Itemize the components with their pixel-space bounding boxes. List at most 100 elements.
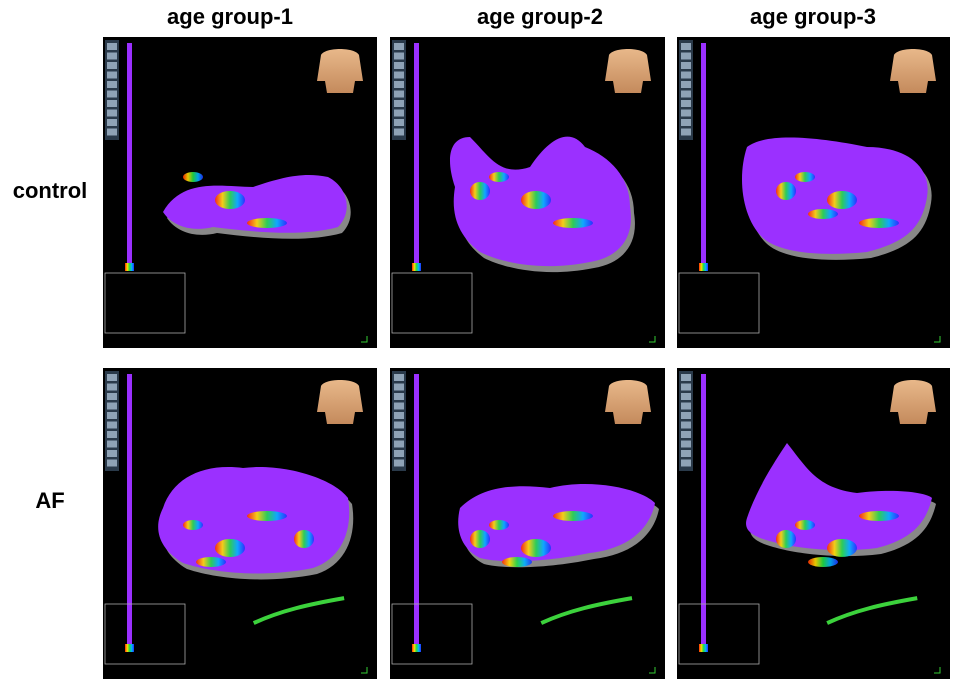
voltage-bar [127, 374, 132, 644]
tool-icon [394, 431, 404, 438]
tool-icon [681, 431, 691, 438]
tool-icon [107, 109, 117, 117]
tool-icon [681, 374, 691, 381]
low-voltage-patch [827, 539, 857, 557]
low-voltage-patch [502, 557, 532, 567]
torso-icon [890, 49, 936, 93]
low-voltage-patch [489, 520, 509, 530]
tool-icon [681, 440, 691, 448]
info-box [391, 272, 473, 334]
torso-icon [317, 380, 363, 424]
tool-icon [681, 100, 691, 107]
voltage-map [746, 443, 932, 551]
tool-icon [107, 383, 117, 391]
tool-icon [681, 81, 691, 88]
tool-icon [107, 431, 117, 438]
info-box [104, 603, 186, 665]
voltage-bar [701, 43, 706, 263]
row-header: control [13, 178, 88, 203]
tool-icon [107, 43, 117, 50]
corner-mark [934, 336, 941, 343]
tool-icon [394, 412, 404, 419]
tool-icon [107, 440, 117, 448]
low-voltage-patch [489, 172, 509, 182]
torso [317, 49, 363, 93]
torso-icon [605, 49, 651, 93]
tool-icon [107, 393, 117, 400]
tool-icon [394, 119, 404, 126]
tool-icon [107, 81, 117, 88]
catheter [826, 596, 918, 625]
low-voltage-patch [859, 218, 899, 228]
low-voltage-patch [553, 218, 593, 228]
tool-icon [394, 393, 404, 400]
low-voltage-patch [470, 182, 490, 200]
voltage-bar-scale [699, 644, 708, 652]
map-panel [103, 368, 377, 679]
tool-icon [107, 128, 117, 136]
tool-icon [681, 402, 691, 410]
info-box [104, 272, 186, 334]
torso [890, 380, 936, 424]
tool-icon [107, 100, 117, 107]
low-voltage-patch [521, 539, 551, 557]
tool-icon [681, 459, 691, 467]
tool-icon [107, 71, 117, 79]
low-voltage-patch [247, 511, 287, 521]
low-voltage-patch [795, 520, 815, 530]
tool-icon [107, 450, 117, 457]
corner-mark [361, 336, 368, 343]
tool-icon [681, 71, 691, 79]
info-box [391, 603, 473, 665]
tool-icon [681, 412, 691, 419]
tool-icon [107, 412, 117, 419]
low-voltage-patch [183, 520, 203, 530]
voltage-bar [701, 374, 706, 644]
low-voltage-patch [827, 191, 857, 209]
low-voltage-patch [215, 539, 245, 557]
torso [890, 49, 936, 93]
voltage-map [458, 483, 655, 562]
voltage-bar-scale [412, 263, 421, 271]
voltage-bar [414, 43, 419, 263]
low-voltage-patch [776, 182, 796, 200]
tool-icon [394, 52, 404, 60]
tool-icon [394, 100, 404, 107]
corner-mark [934, 667, 941, 674]
map-panel [677, 37, 950, 348]
tool-icon [681, 62, 691, 69]
low-voltage-patch [795, 172, 815, 182]
tool-icon [681, 421, 691, 429]
tool-icon [394, 109, 404, 117]
tool-icon [394, 459, 404, 467]
voltage-bar-scale [125, 263, 134, 271]
tool-icon [107, 90, 117, 98]
low-voltage-patch [294, 530, 314, 548]
low-voltage-patch [183, 172, 203, 182]
catheter [252, 596, 345, 625]
tool-icon [394, 128, 404, 136]
info-box [678, 272, 760, 334]
tool-icon [394, 90, 404, 98]
tool-icon [681, 109, 691, 117]
low-voltage-patch [196, 557, 226, 567]
info-box [678, 603, 760, 665]
tool-icon [107, 421, 117, 429]
low-voltage-patch [808, 557, 838, 567]
voltage-bar-scale [125, 644, 134, 652]
tool-icon [394, 81, 404, 88]
tool-icon [681, 450, 691, 457]
voltage-map [163, 175, 347, 233]
tool-icon [107, 52, 117, 60]
voltage-bar [414, 374, 419, 644]
torso [605, 380, 651, 424]
tool-icon [394, 374, 404, 381]
low-voltage-patch [215, 191, 245, 209]
tool-icon [394, 62, 404, 69]
tool-icon [107, 374, 117, 381]
row-header: AF [35, 488, 64, 513]
torso [317, 380, 363, 424]
torso [605, 49, 651, 93]
